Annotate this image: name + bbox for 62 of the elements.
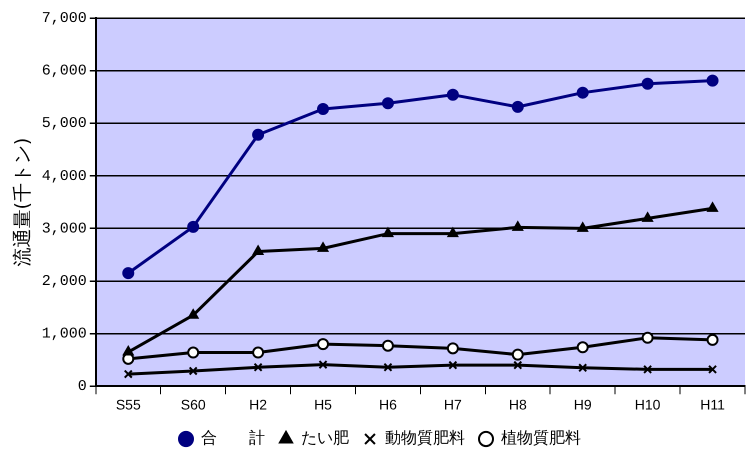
y-tick-label: 2,000 [42,272,87,290]
point [576,86,589,99]
point [446,88,459,101]
y-tick-label: 3,000 [42,220,87,238]
point [707,202,718,212]
y-axis-title: 流通量(千トン) [11,138,34,267]
x-tick-label: H2 [249,396,268,412]
point [317,338,330,350]
point [382,228,394,238]
y-tick-label: 4,000 [42,168,87,185]
point [383,362,392,372]
point [448,228,458,238]
y-tick-label: 5,000 [42,115,87,132]
y-tick-label: 7,000 [42,10,87,27]
point [642,332,654,344]
point [252,128,264,141]
legend-label: 植物質肥料 [501,428,581,448]
point [252,346,264,359]
point [577,222,588,232]
point [187,346,200,359]
point [382,97,394,110]
point [578,363,588,372]
x-tick-label: H10 [634,396,661,412]
point [188,309,199,319]
point [122,267,134,280]
point [188,366,198,376]
x-tick-label: H9 [574,396,592,412]
point [317,103,330,115]
y-tick-label: 0 [78,378,87,396]
legend-label: たい肥 [301,428,349,448]
point [512,348,524,361]
point [318,242,328,252]
legend-label: 動物質肥料 [385,428,465,448]
point [642,212,653,222]
point [318,360,328,370]
point [252,246,264,256]
x-tick-label: S55 [116,396,141,412]
point [643,364,652,374]
point [448,360,458,370]
point [576,341,589,354]
point [708,364,718,374]
legend-label: 合 計 [201,428,265,448]
x-tick-label: H11 [700,396,726,412]
point [254,362,263,372]
x-tick-label: H7 [444,396,462,412]
point [513,360,522,370]
point [382,340,394,352]
point [642,78,654,90]
y-tick-label: 6,000 [42,62,87,80]
point [706,334,719,346]
point [706,74,719,87]
point [512,221,524,231]
y-tick-label: 1,000 [42,326,87,343]
point [512,100,524,113]
x-tick-label: H8 [508,396,527,412]
point [187,220,200,233]
point [122,346,134,356]
point [124,370,133,379]
x-tick-label: H6 [378,396,398,412]
x-tick-label: H5 [314,396,332,412]
x-tick-label: S60 [180,396,206,412]
point [446,342,459,354]
